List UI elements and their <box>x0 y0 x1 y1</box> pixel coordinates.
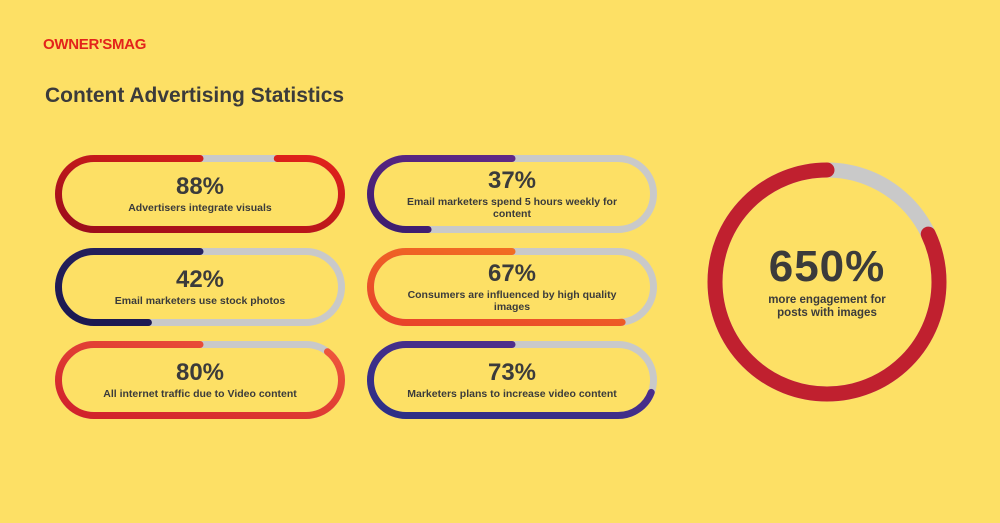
stat-value: 67% <box>487 260 537 287</box>
highlight-value: 650% <box>768 242 886 291</box>
stat-progress <box>367 341 657 419</box>
highlight-label: more engagement for posts with images <box>768 294 886 319</box>
stat-progress <box>55 155 345 233</box>
donut-progress <box>707 162 947 402</box>
stat-card: 88% Advertisers integrate visuals <box>55 155 345 233</box>
stat-label: Advertisers integrate visuals <box>128 202 272 214</box>
stat-progress <box>55 341 345 419</box>
stat-progress-ring <box>367 248 657 326</box>
highlight-donut: 650% more engagement for posts with imag… <box>705 160 949 404</box>
stat-value: 42% <box>175 266 225 293</box>
stat-label: Email marketers use stock photos <box>114 295 286 307</box>
stat-label: Email marketers spend 5 hours weekly for… <box>406 196 618 220</box>
stat-progress <box>55 248 345 326</box>
brand-logo: OWNER'SMAG <box>43 36 147 53</box>
stat-progress <box>367 248 657 326</box>
stat-card: 42% Email marketers use stock photos <box>55 248 345 326</box>
stat-value: 88% <box>175 173 225 200</box>
stat-progress-ring <box>367 341 657 419</box>
page-title: Content Advertising Statistics <box>45 84 345 107</box>
stat-card: 37% Email marketers spend 5 hours weekly… <box>367 155 657 233</box>
donut-ring <box>707 162 947 402</box>
stat-card: 73% Marketers plans to increase video co… <box>367 341 657 419</box>
stat-progress-ring <box>55 341 345 419</box>
stat-label: All internet traffic due to Video conten… <box>103 388 297 400</box>
stat-label: Marketers plans to increase video conten… <box>407 388 617 400</box>
stat-progress-ring <box>55 155 345 233</box>
stat-label: Consumers are influenced by high quality… <box>407 289 617 313</box>
stat-value: 37% <box>487 167 537 194</box>
stat-value: 73% <box>487 359 537 386</box>
stat-card: 80% All internet traffic due to Video co… <box>55 341 345 419</box>
stat-card: 67% Consumers are influenced by high qua… <box>367 248 657 326</box>
stat-progress-ring <box>367 155 657 233</box>
stat-value: 80% <box>175 359 225 386</box>
stat-progress <box>367 155 657 233</box>
stat-progress-ring <box>55 248 345 326</box>
